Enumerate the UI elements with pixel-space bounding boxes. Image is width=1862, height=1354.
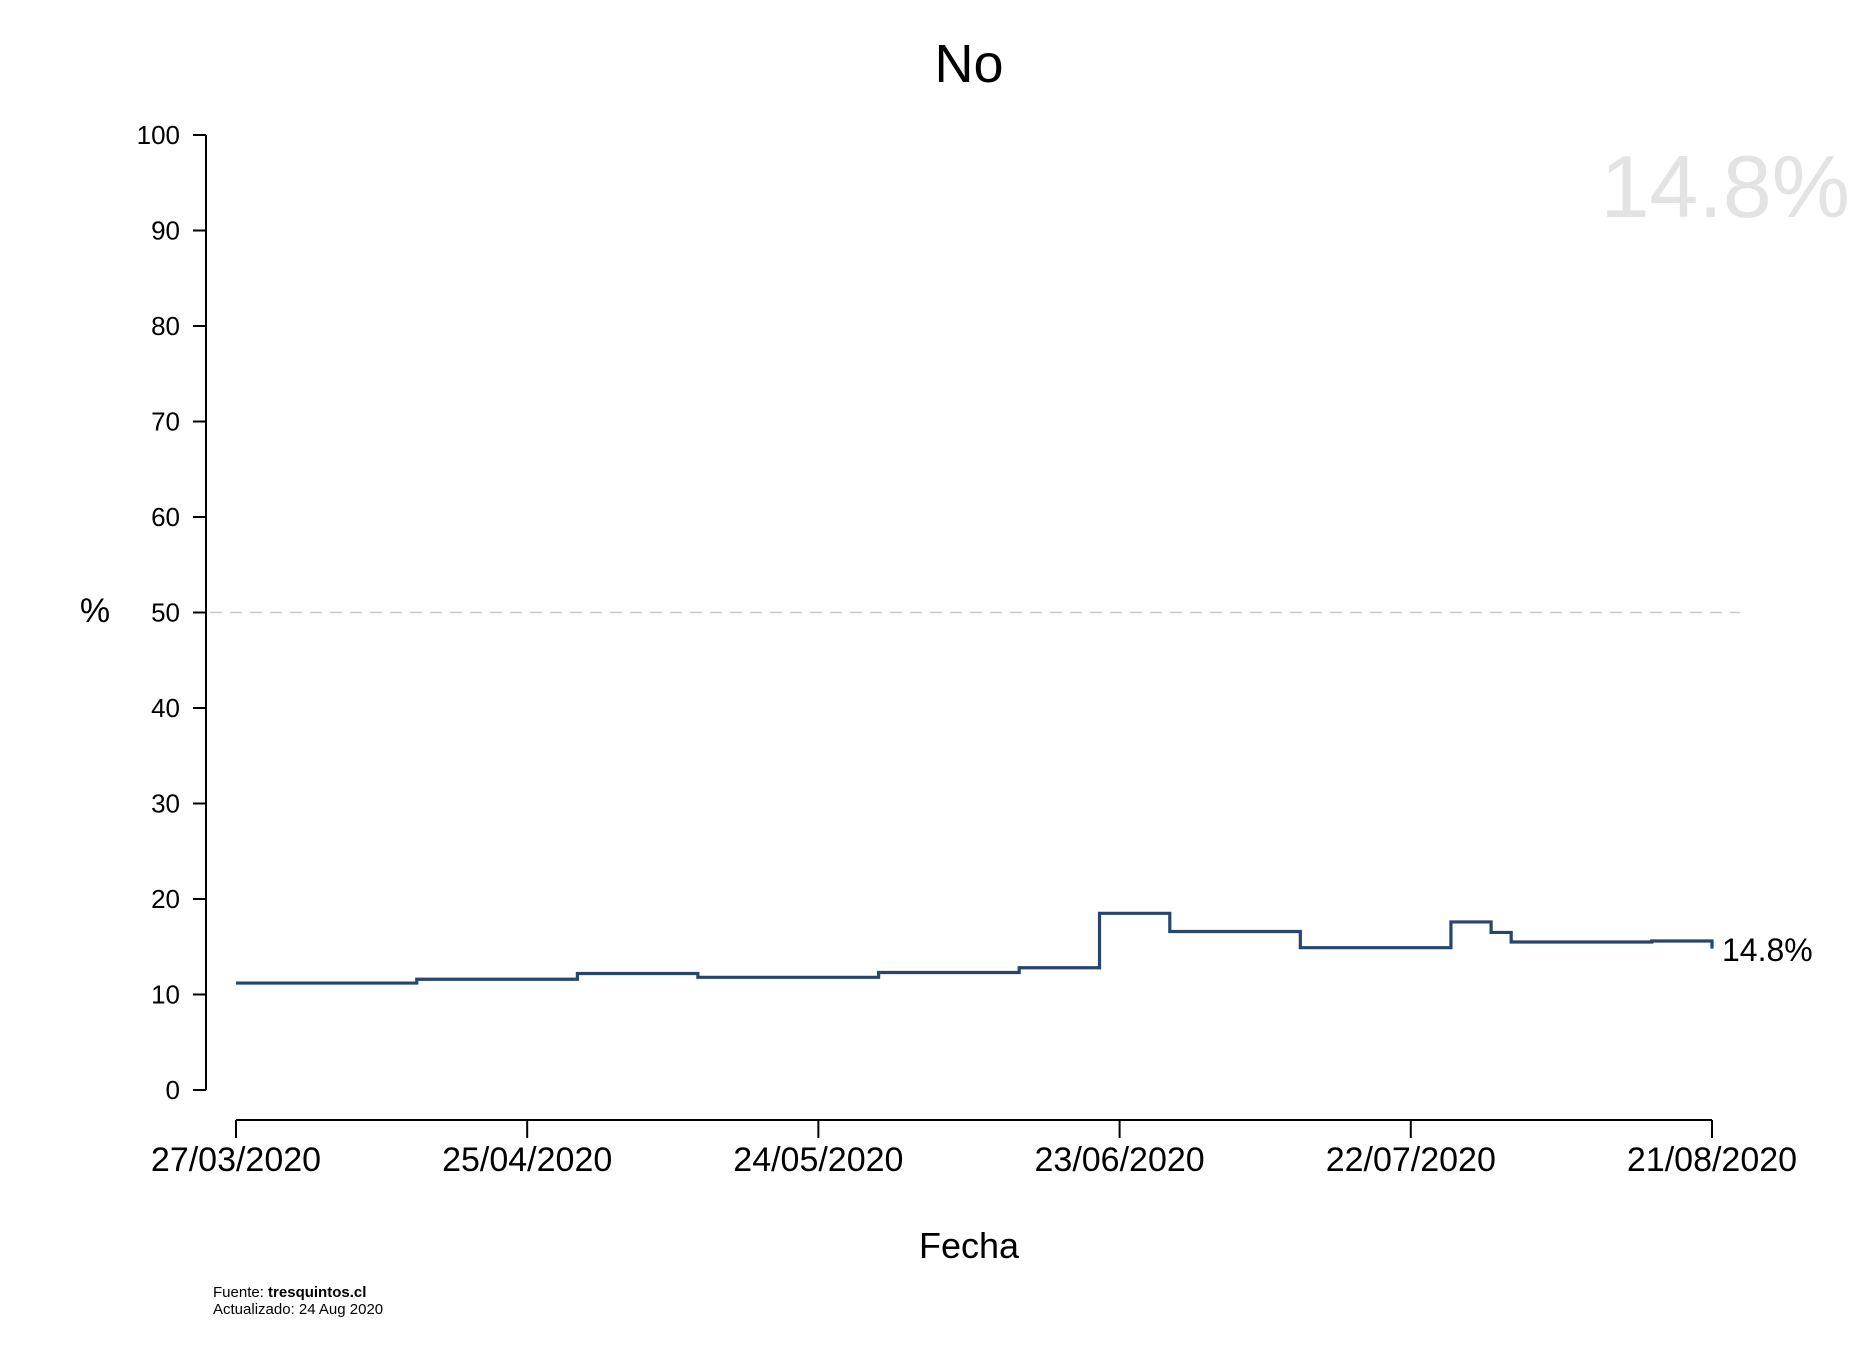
y-tick-label: 70 <box>151 407 180 437</box>
x-axis: 27/03/2020 25/04/2020 24/05/2020 23/06/2020… <box>151 1119 1797 1179</box>
watermark-value: 14.8% <box>1600 137 1850 236</box>
y-tick-label: 90 <box>151 216 180 246</box>
y-tick-label: 20 <box>151 884 180 914</box>
y-tick-label: 40 <box>151 693 180 723</box>
source-line: Fuente: tresquintos.cl <box>213 1284 383 1301</box>
x-tick-label: 21/08/2020 <box>1627 1141 1797 1179</box>
y-tick-label: 0 <box>166 1075 180 1105</box>
updated-line: Actualizado: 24 Aug 2020 <box>213 1301 384 1318</box>
source-link[interactable]: tresquintos.cl <box>268 1284 367 1301</box>
y-tick-label: 80 <box>151 311 180 341</box>
footer: Fuente: tresquintos.cl Actualizado: 24 A… <box>213 1284 383 1318</box>
y-axis-label: % <box>80 592 110 630</box>
x-tick-label: 27/03/2020 <box>151 1141 321 1179</box>
y-tick-label: 30 <box>151 789 180 819</box>
last-value-label: 14.8% <box>1722 932 1813 968</box>
y-tick-label: 10 <box>151 980 180 1010</box>
y-tick-label: 60 <box>151 502 180 532</box>
x-tick-label: 24/05/2020 <box>733 1141 903 1179</box>
x-tick-label: 23/06/2020 <box>1035 1141 1205 1179</box>
chart-title: No <box>934 34 1003 94</box>
y-axis: 0 10 20 30 40 50 60 70 80 90 100 <box>137 120 207 1105</box>
x-tick-label: 25/04/2020 <box>442 1141 612 1179</box>
x-tick-label: 22/07/2020 <box>1326 1141 1496 1179</box>
series-line-0 <box>236 911 1714 985</box>
y-tick-label: 50 <box>151 598 180 628</box>
x-axis-label: Fecha <box>919 1225 1020 1266</box>
y-tick-label: 100 <box>137 120 180 150</box>
series-group <box>235 911 1714 985</box>
source-prefix: Fuente: <box>213 1284 269 1301</box>
